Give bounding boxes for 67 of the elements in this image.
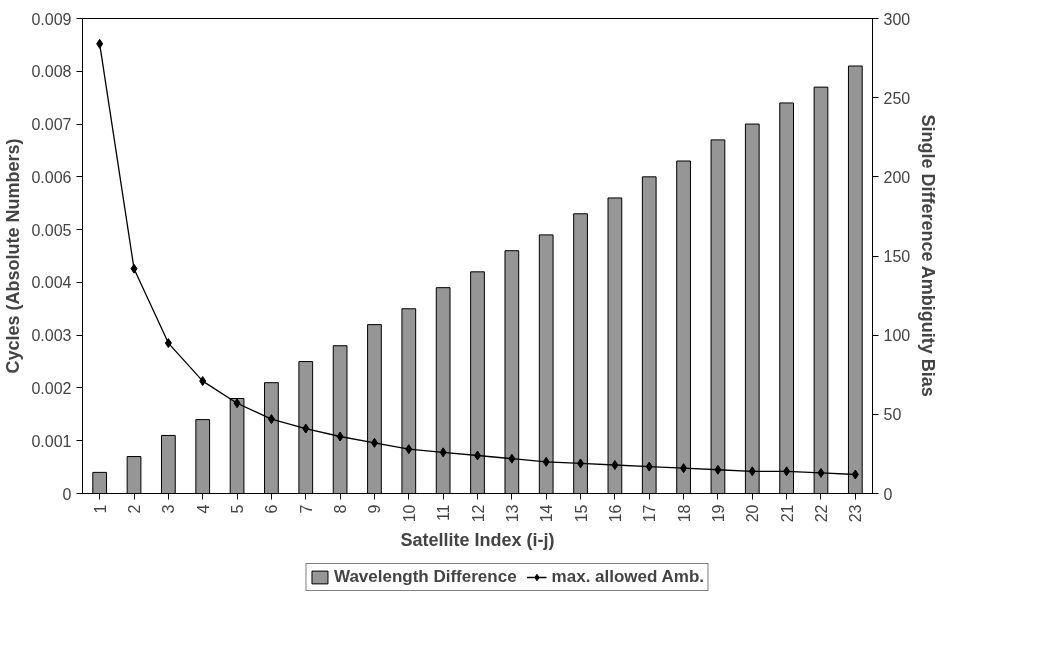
point	[405, 444, 413, 455]
point	[199, 376, 207, 387]
point	[130, 263, 138, 274]
x-tick-label: 9	[366, 504, 384, 514]
point	[439, 447, 447, 458]
y-tick-label: 0	[62, 485, 72, 503]
y-tick-label: 0.002	[31, 379, 72, 397]
point	[370, 437, 378, 448]
point	[336, 431, 344, 442]
x-tick-label: 20	[744, 504, 762, 523]
x-tick-label: 7	[297, 504, 315, 514]
point	[302, 423, 310, 434]
point	[714, 464, 722, 475]
x-tick-label: 2	[126, 504, 144, 514]
x-tick-label: 13	[503, 504, 521, 523]
y-tick-label: 0.009	[31, 10, 72, 28]
y-axis-title: Cycles (Absolute Numbers)	[3, 138, 24, 374]
y-tick-label: 0.001	[31, 432, 72, 450]
y-tick-label: 0.004	[31, 274, 72, 292]
point	[748, 466, 756, 477]
x-tick-label: 19	[709, 504, 727, 523]
point	[680, 463, 688, 474]
point	[851, 469, 859, 480]
y2-axis-title: Single Difference Ambiguity Bias	[918, 114, 939, 397]
x-tick-label: 5	[229, 504, 247, 514]
x-tick-label: 14	[538, 504, 556, 523]
point	[96, 38, 104, 49]
x-tick-label: 10	[400, 504, 418, 523]
y-tick-label: 0.006	[31, 168, 72, 186]
y2-tick-label: 0	[883, 485, 893, 503]
y2-tick-label: 100	[883, 327, 911, 345]
x-tick-label: 17	[641, 504, 659, 523]
x-tick-label: 12	[469, 504, 487, 523]
point	[267, 414, 275, 425]
legend-label: max. allowed Amb.	[551, 567, 705, 587]
y2-tick-label: 150	[883, 248, 911, 265]
x-tick-label: 22	[812, 504, 830, 523]
y-tick-label: 0.008	[31, 63, 72, 81]
x-tick-label: 16	[606, 504, 624, 523]
point	[645, 461, 653, 472]
y-tick-label: 0.005	[31, 221, 72, 239]
point	[577, 458, 585, 469]
x-tick-label: 15	[572, 504, 590, 523]
point	[233, 398, 241, 409]
y2-tick-label: 50	[883, 406, 902, 424]
y2-tick-label: 300	[883, 10, 911, 28]
x-tick-label: 1	[91, 504, 109, 514]
point	[508, 453, 516, 464]
point	[542, 456, 550, 467]
x-tick-label: 11	[435, 504, 453, 522]
x-axis-title: Satellite Index (i-j)	[400, 530, 555, 551]
point	[783, 466, 791, 477]
point	[164, 338, 172, 349]
x-tick-label: 6	[263, 504, 281, 514]
point	[611, 460, 619, 470]
y-tick-label: 0.007	[31, 116, 72, 134]
x-tick-label: 3	[160, 504, 178, 514]
x-tick-label: 23	[847, 504, 865, 523]
x-tick-label: 4	[194, 504, 212, 514]
point	[817, 467, 825, 478]
y-tick-label: 0.003	[31, 327, 72, 345]
x-tick-label: 18	[675, 504, 693, 523]
x-tick-label: 8	[332, 504, 350, 514]
legend-label: Wavelength Difference	[333, 567, 517, 587]
y2-tick-label: 250	[883, 89, 911, 107]
x-tick-label: 21	[778, 504, 796, 523]
y2-tick-label: 200	[883, 168, 911, 186]
